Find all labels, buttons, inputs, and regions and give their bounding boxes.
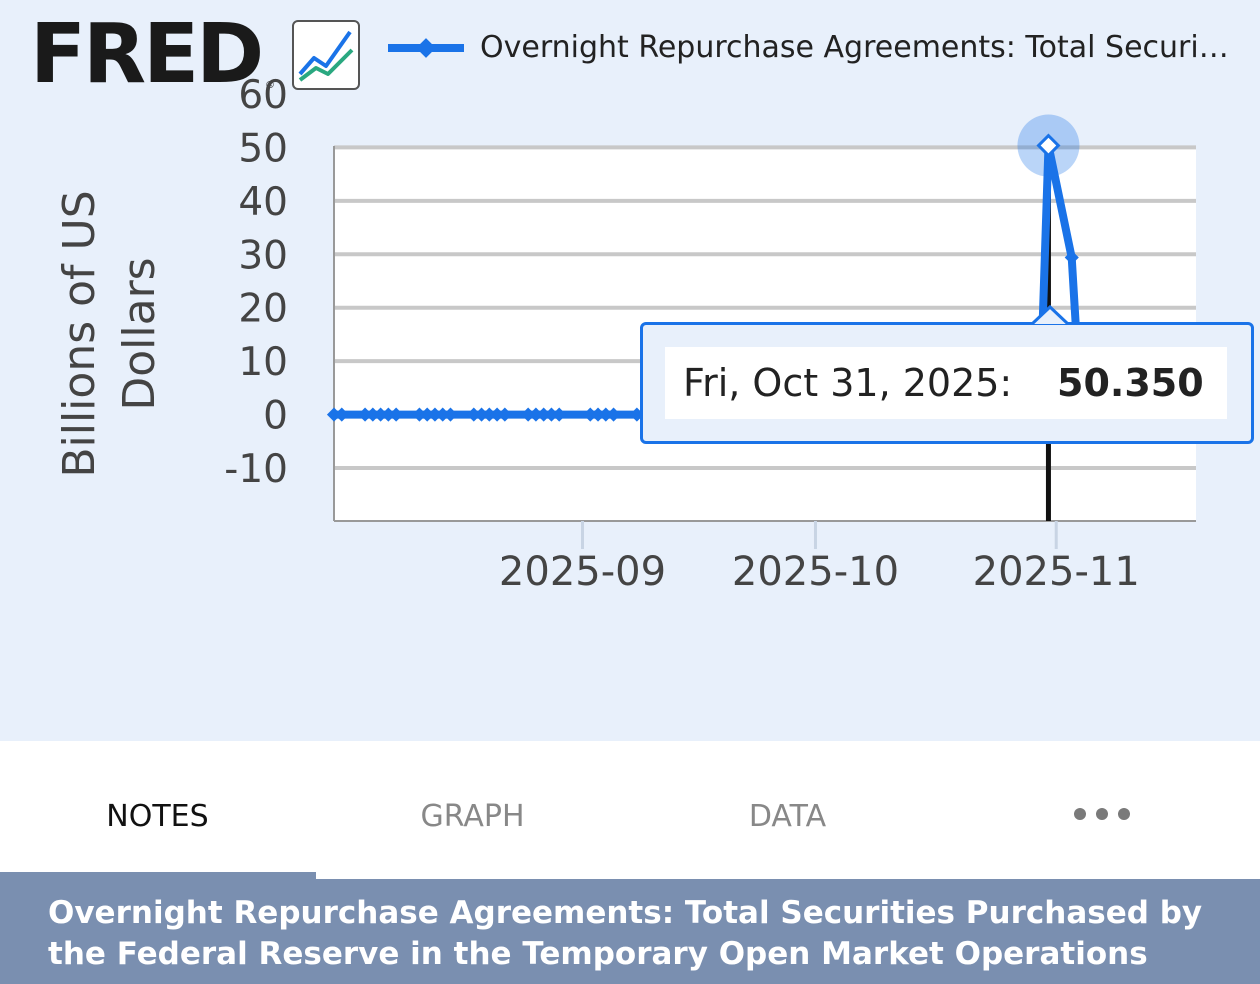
data-point bbox=[389, 407, 404, 422]
data-point bbox=[357, 407, 373, 422]
data-point bbox=[497, 407, 512, 422]
data-point bbox=[334, 407, 349, 422]
data-point bbox=[1064, 250, 1079, 265]
data-point bbox=[381, 407, 396, 422]
y-axis-label-line: Dollars bbox=[114, 257, 165, 410]
legend-swatch bbox=[388, 38, 464, 58]
y-tick-label: 20 bbox=[238, 287, 288, 332]
data-point bbox=[521, 407, 536, 422]
data-point bbox=[528, 407, 543, 422]
data-point bbox=[590, 407, 606, 422]
data-point bbox=[420, 407, 435, 422]
tooltip-pointer bbox=[1030, 304, 1070, 326]
data-point bbox=[598, 407, 613, 422]
data-point bbox=[443, 407, 458, 422]
x-tick-labels: 2025-09 2025-10 2025-11 bbox=[499, 549, 1140, 595]
chart-panel: FRED ® Overnight Repurchase Agreements: … bbox=[0, 0, 1260, 741]
tooltip-content: Fri, Oct 31, 2025: 50.350 bbox=[665, 347, 1227, 419]
y-tick-label: 40 bbox=[238, 180, 288, 225]
highlight-layer bbox=[1017, 114, 1080, 177]
y-axis-label: Billions of US Dollars bbox=[54, 190, 165, 477]
data-point bbox=[427, 407, 443, 422]
data-point bbox=[365, 407, 380, 422]
tooltip-value: 50.350 bbox=[1057, 361, 1204, 405]
chart-legend: Overnight Repurchase Agreements: Total S… bbox=[386, 28, 1246, 68]
data-point bbox=[536, 407, 551, 422]
y-tick-label: 0 bbox=[263, 394, 288, 439]
fred-logo[interactable]: FRED bbox=[30, 7, 264, 102]
data-point bbox=[606, 407, 621, 422]
x-tick-label: 2025-10 bbox=[732, 549, 899, 595]
tab-graph[interactable]: GRAPH bbox=[420, 799, 525, 834]
y-tick-label: 60 bbox=[238, 73, 288, 118]
data-point bbox=[474, 407, 489, 422]
y-tick-label: 30 bbox=[238, 233, 288, 278]
series-title-band: Overnight Repurchase Agreements: Total S… bbox=[0, 879, 1260, 984]
data-point bbox=[326, 407, 342, 422]
data-point bbox=[552, 407, 567, 422]
x-tick-label: 2025-11 bbox=[973, 549, 1140, 595]
data-point bbox=[435, 407, 450, 422]
data-point bbox=[412, 407, 427, 422]
tab-data[interactable]: DATA bbox=[748, 799, 827, 834]
y-axis-label-line: Billions of US bbox=[54, 190, 105, 477]
tooltip-date: Fri, Oct 31, 2025: bbox=[683, 361, 1013, 405]
tab-bar: NOTES GRAPH DATA bbox=[0, 741, 1260, 879]
value-tooltip: Fri, Oct 31, 2025: 50.350 bbox=[640, 322, 1254, 444]
series-title: Overnight Repurchase Agreements: Total S… bbox=[48, 895, 1203, 972]
line-graph-icon bbox=[292, 20, 360, 90]
highlight-point bbox=[1036, 133, 1061, 158]
data-point bbox=[482, 407, 497, 422]
y-tick-label: 10 bbox=[238, 340, 288, 385]
data-point bbox=[583, 407, 598, 422]
tab-notes[interactable]: NOTES bbox=[106, 799, 209, 834]
data-point bbox=[544, 407, 559, 422]
y-tick-labels: 60 50 40 30 20 10 0 -10 bbox=[224, 73, 288, 492]
active-tab-indicator bbox=[0, 872, 316, 879]
registered-mark: ® bbox=[265, 80, 275, 91]
x-tick-label: 2025-09 bbox=[499, 549, 666, 595]
data-point bbox=[466, 407, 481, 422]
data-point bbox=[490, 407, 505, 422]
y-tick-label: 50 bbox=[238, 126, 288, 171]
data-point bbox=[373, 407, 388, 422]
y-tick-label: -10 bbox=[224, 447, 288, 492]
ellipsis-icon[interactable] bbox=[945, 741, 1260, 879]
